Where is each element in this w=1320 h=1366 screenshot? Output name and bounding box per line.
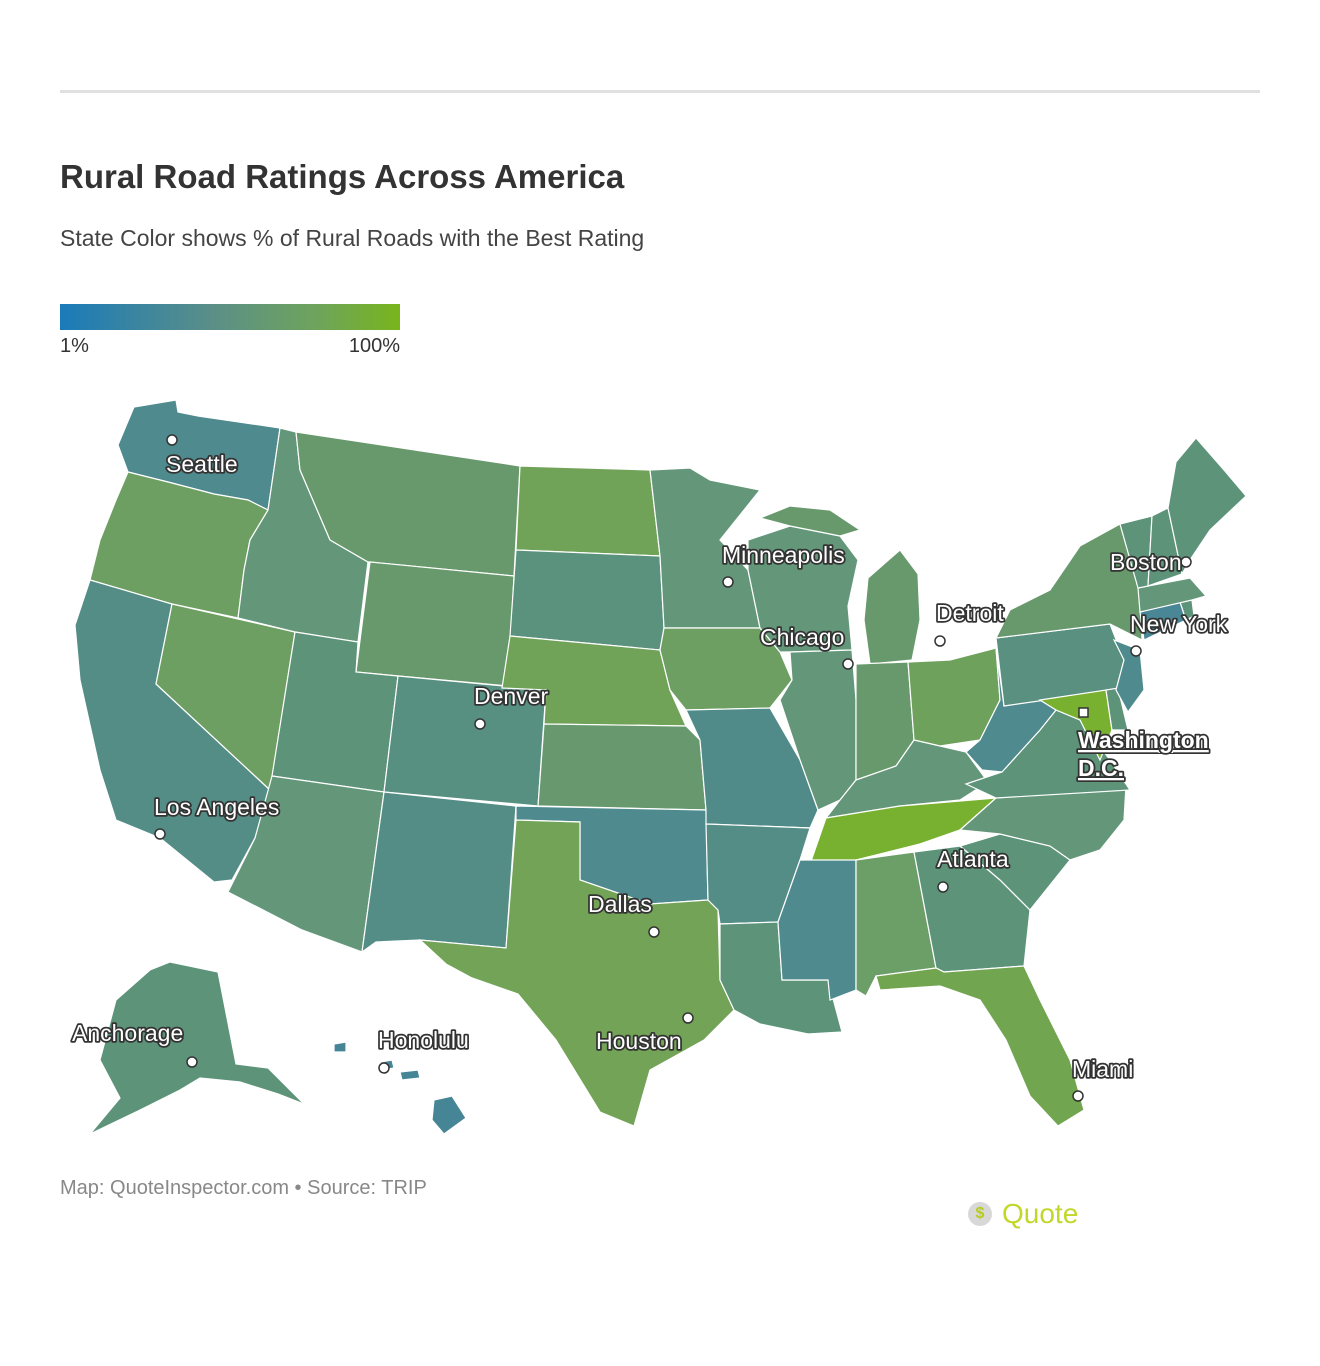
city-label-line1: Washington: [1078, 727, 1209, 753]
state-AK[interactable]: [89, 961, 305, 1135]
city-detroit[interactable]: Detroit: [934, 598, 1006, 647]
city-minneapolis[interactable]: Minneapolis: [720, 540, 847, 588]
city-atlanta[interactable]: Atlanta: [935, 844, 1011, 893]
city-chicago[interactable]: Chicago: [758, 622, 854, 670]
states: [74, 399, 1247, 1135]
city-markers: Seattle Minneapolis Boston Detroit Chica…: [70, 434, 1229, 1102]
source-credit: Map: QuoteInspector.com • Source: TRIP: [60, 1177, 427, 1199]
city-label-line2: D.C.: [1078, 755, 1124, 781]
city-marker-icon: [378, 1062, 390, 1074]
city-label: Atlanta: [937, 846, 1009, 872]
state-NM[interactable]: [361, 791, 517, 954]
state-SD[interactable]: [509, 549, 665, 651]
dollar-coin-icon: $: [968, 1202, 992, 1226]
city-marker-icon: [1072, 1090, 1084, 1102]
city-marker-icon: [682, 1012, 694, 1024]
state-NY[interactable]: [994, 523, 1143, 641]
city-seattle[interactable]: Seattle: [164, 434, 239, 479]
city-marker-icon: [474, 718, 486, 730]
city-marker-icon: [166, 434, 178, 446]
city-miami[interactable]: Miami: [1070, 1054, 1135, 1102]
city-label: Miami: [1072, 1056, 1133, 1082]
capital-marker-icon: [1078, 707, 1089, 718]
city-los-angeles[interactable]: Los Angeles: [152, 792, 281, 840]
city-label: New York: [1130, 611, 1228, 637]
city-marker-icon: [648, 926, 660, 938]
state-MN[interactable]: [649, 467, 762, 629]
legend-color-scale: [60, 304, 400, 330]
state-DE[interactable]: [1105, 687, 1129, 731]
city-label: Detroit: [936, 600, 1004, 626]
state-ND[interactable]: [515, 465, 661, 557]
state-WY[interactable]: [355, 561, 515, 687]
state-HI[interactable]: [333, 1041, 467, 1135]
legend-min-label: 1%: [60, 335, 89, 357]
city-marker-icon: [934, 635, 946, 647]
city-marker-icon: [722, 576, 734, 588]
quote-logo[interactable]: $ Quote: [968, 1198, 1078, 1230]
chart-title: Rural Road Ratings Across America: [60, 158, 625, 195]
state-ME[interactable]: [1167, 437, 1247, 576]
top-divider: [60, 90, 1260, 93]
city-label: Dallas: [588, 891, 652, 917]
city-marker-icon: [154, 828, 166, 840]
city-label: Anchorage: [72, 1020, 183, 1046]
state-KS[interactable]: [537, 723, 707, 811]
state-FL[interactable]: [875, 965, 1085, 1127]
city-label: Boston: [1110, 549, 1182, 575]
city-washington-dc[interactable]: Washington D.C.: [1076, 707, 1210, 783]
city-marker-icon: [1130, 645, 1142, 657]
state-MI[interactable]: [758, 505, 921, 665]
city-label: Seattle: [166, 451, 238, 477]
city-label: Chicago: [760, 624, 844, 650]
city-label: Honolulu: [378, 1027, 469, 1053]
state-IL[interactable]: [779, 649, 857, 811]
city-honolulu[interactable]: Honolulu: [376, 1025, 471, 1074]
city-marker-icon: [186, 1056, 198, 1068]
city-marker-icon: [842, 658, 854, 670]
state-MA[interactable]: [1137, 577, 1208, 613]
city-anchorage[interactable]: Anchorage: [70, 1018, 198, 1068]
city-label: Minneapolis: [722, 542, 845, 568]
city-label: Los Angeles: [154, 794, 279, 820]
legend-max-label: 100%: [348, 335, 400, 357]
chart-subtitle: State Color shows % of Rural Roads with …: [60, 225, 645, 251]
city-boston[interactable]: Boston: [1108, 547, 1192, 577]
city-houston[interactable]: Houston: [594, 1012, 694, 1056]
city-label: Denver: [474, 683, 548, 709]
city-new-york[interactable]: New York: [1128, 609, 1229, 657]
city-marker-icon: [937, 881, 949, 893]
city-dallas[interactable]: Dallas: [586, 889, 660, 938]
city-denver[interactable]: Denver: [472, 681, 550, 730]
logo-text: Quote: [1002, 1198, 1079, 1229]
city-label: Houston: [596, 1028, 682, 1054]
city-marker-icon: [1180, 556, 1192, 568]
